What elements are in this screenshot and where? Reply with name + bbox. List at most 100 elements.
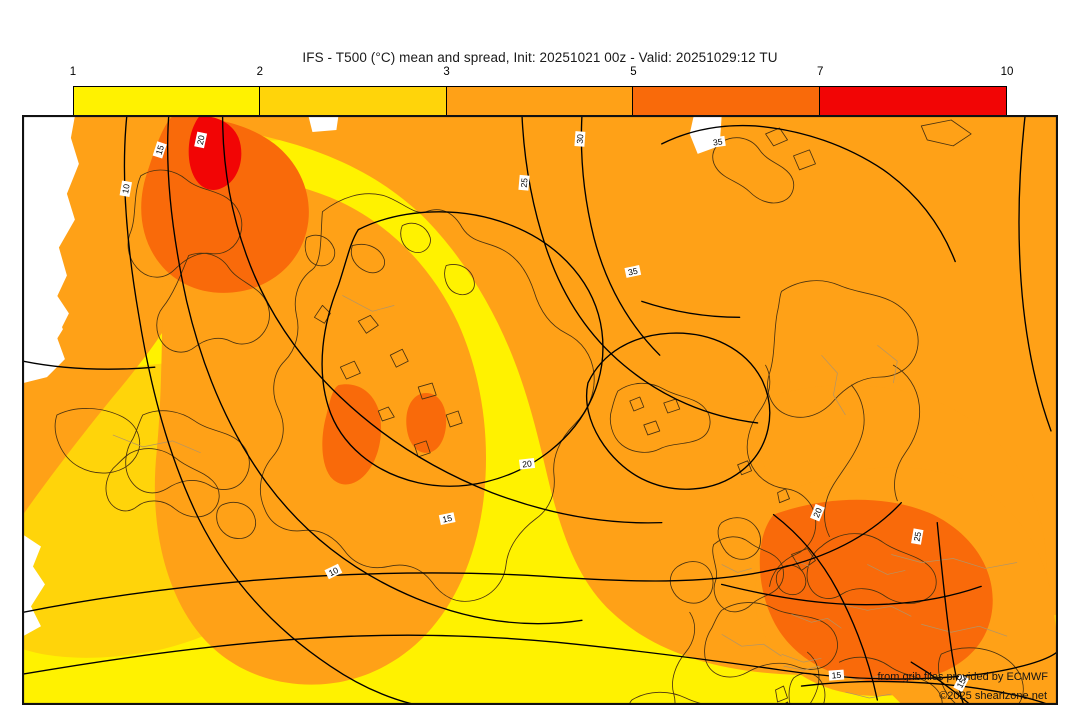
map-canvas: 20 15 10 25 30 35 35 20 15 10 20 25 15 15	[23, 116, 1057, 704]
coast-greenland-detail-9	[417, 382, 437, 400]
coast-newf	[216, 501, 256, 539]
contour-label-25-3: 25	[518, 174, 530, 191]
contour-label-text: 25	[912, 531, 924, 542]
contour-aux-2	[23, 360, 156, 370]
contour-label-chip	[152, 141, 167, 159]
blank-w-2	[23, 295, 69, 384]
contour-20-a	[221, 116, 663, 524]
coast-scandinavia	[767, 280, 919, 418]
coast-iceland-d3	[643, 420, 661, 436]
colorbar-tick-4: 7	[816, 66, 824, 78]
coast-sweden-e	[824, 384, 865, 537]
colorbar-tick-0: 1	[69, 66, 77, 78]
coast-europe-mainland	[704, 602, 838, 678]
colorbar-band-1	[74, 87, 261, 115]
contour-label-text: 20	[522, 458, 533, 469]
coast-shetland	[777, 488, 790, 504]
coast-ireland	[669, 561, 714, 604]
coast-iceland-d2	[663, 398, 681, 414]
contour-label-text: 25	[519, 177, 530, 188]
coast-greenland-detail-10	[377, 406, 395, 422]
contour-label-15-12: 15	[828, 669, 845, 681]
coast-finland	[892, 364, 921, 502]
contour-label-chip	[518, 457, 536, 470]
blank-top-mid	[308, 116, 339, 132]
colorbar-tick-3: 5	[630, 66, 637, 78]
colorbar-band-2	[260, 87, 447, 115]
contour-label-text: 15	[831, 670, 841, 681]
coast-svalbard-2	[765, 127, 788, 147]
border-uk-ireland	[721, 564, 752, 573]
contour-label-15-8: 15	[438, 512, 456, 526]
contour-label-text: 15	[955, 676, 968, 689]
coast-hudson	[54, 408, 141, 474]
border-ukraine	[921, 623, 1008, 637]
colorbar-gradient	[73, 86, 1007, 116]
contour-label-text: 15	[154, 144, 167, 156]
coast-britain	[712, 536, 784, 613]
border-canada	[112, 434, 201, 454]
coast-scotland	[717, 517, 761, 560]
coast-italy-boot	[807, 651, 820, 704]
border-greenland-i	[342, 295, 395, 312]
contour-label-35-5: 35	[709, 135, 726, 148]
contour-label-text: 20	[811, 506, 824, 519]
contour-20-loop	[321, 211, 604, 487]
coast-greenland-detail-7	[389, 348, 409, 368]
coast-greenland-detail-4	[444, 264, 475, 296]
coast-france-w	[672, 611, 696, 704]
colorbar-band-3	[446, 87, 634, 115]
contour-20-b	[23, 502, 902, 613]
border-france	[721, 633, 782, 657]
contour-label-chip	[574, 131, 586, 147]
contour-label-text: 35	[712, 136, 723, 147]
coast-novaya	[920, 119, 972, 147]
contour-label-20-7: 20	[518, 457, 536, 470]
coast-greenland-detail-11	[445, 410, 463, 428]
fill-band-4-a	[141, 116, 309, 293]
coast-svalbard	[712, 137, 795, 204]
border-russia-n	[891, 554, 1018, 569]
contour-15-a	[167, 116, 583, 625]
coast-greenland-detail-2	[350, 243, 385, 274]
contour-label-text: 15	[441, 513, 453, 525]
coast-labrador	[125, 410, 250, 494]
contour-label-chip	[324, 563, 343, 580]
coast-norway-coast	[746, 364, 817, 587]
contour-label-20-0: 20	[194, 131, 208, 149]
contour-20-c	[772, 513, 879, 701]
coast-greenland-detail-5	[314, 304, 331, 324]
contour-label-chip	[828, 669, 845, 681]
coast-greenland-detail-12	[413, 440, 431, 458]
contour-35-a	[661, 124, 956, 263]
contour-label-text: 20	[195, 134, 207, 146]
coast-black-sea	[938, 647, 1024, 704]
border-balkan-2	[845, 691, 892, 699]
map-frame-border	[23, 116, 1057, 704]
coast-baffin	[156, 252, 270, 353]
page-title: IFS - T500 (°C) mean and spread, Init: 2…	[302, 50, 778, 65]
contour-10-a	[123, 116, 416, 704]
contour-label-chip	[624, 265, 642, 278]
contour-label-25-11: 25	[911, 528, 924, 545]
contour-25-a	[521, 116, 759, 424]
contour-25-c	[1018, 116, 1052, 432]
contour-lines-layer	[23, 116, 1057, 704]
border-alps	[781, 653, 822, 663]
border-denmark	[795, 560, 810, 567]
contour-labels-layer: 20 15 10 25 30 35 35 20 15 10 20 25 15 15	[119, 131, 970, 693]
contour-label-30-4: 30	[574, 131, 586, 147]
map-plot-area[interactable]: 20 15 10 25 30 35 35 20 15 10 20 25 15 15	[22, 115, 1058, 705]
contour-25-b	[936, 521, 965, 704]
contour-label-15-1: 15	[152, 141, 167, 159]
border-poland	[841, 603, 912, 617]
contour-label-text: 35	[627, 266, 639, 278]
contour-30-a	[580, 116, 661, 356]
contour-label-chip	[911, 528, 924, 545]
coast-iceland-d1	[629, 396, 645, 412]
contour-35-loop	[586, 332, 771, 490]
contour-label-chip	[953, 674, 970, 693]
contour-label-10-9: 10	[324, 563, 343, 580]
contour-label-chip	[194, 131, 208, 149]
